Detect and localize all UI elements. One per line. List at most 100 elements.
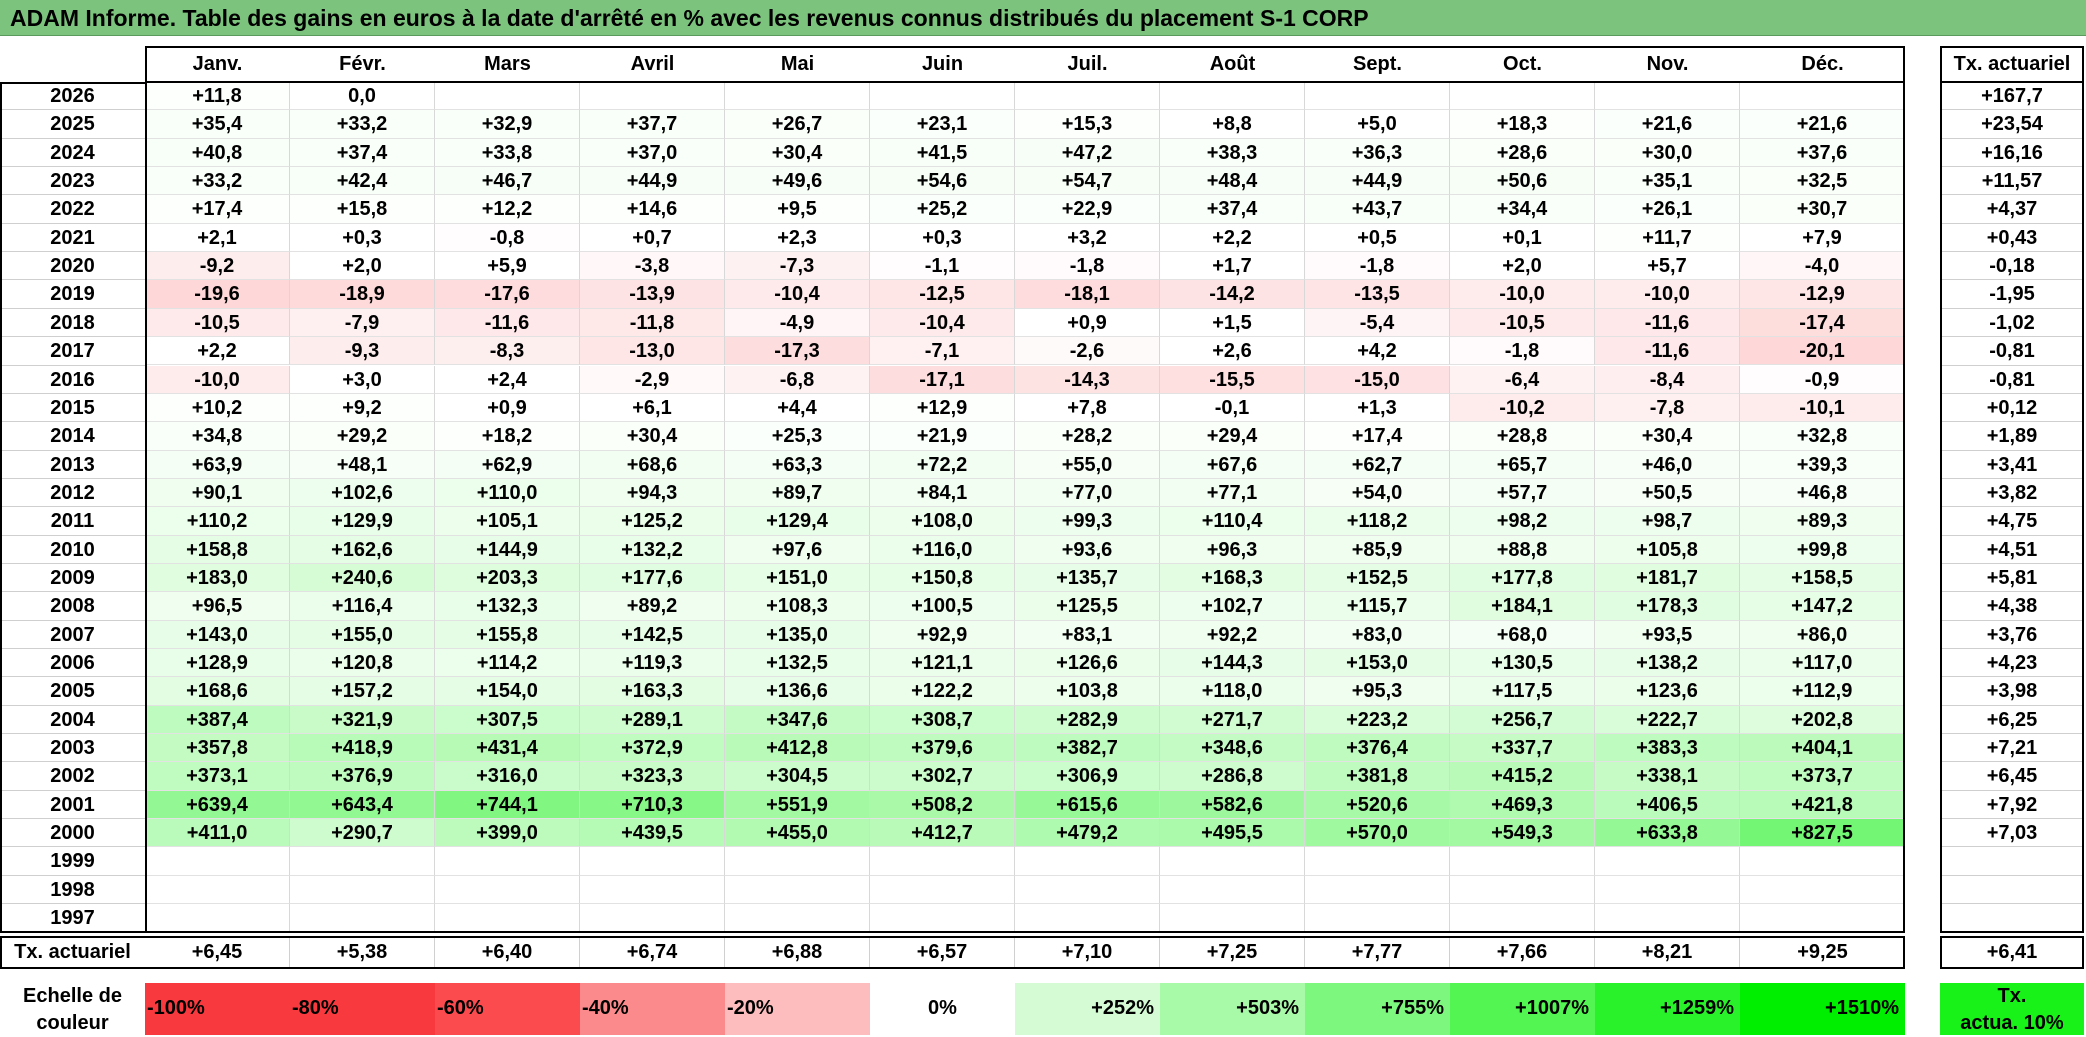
table-cell: +143,0: [145, 620, 290, 649]
table-cell: [1305, 847, 1450, 876]
color-scale-swatch: +252%: [1015, 983, 1160, 1035]
table-cell: +35,1: [1595, 167, 1740, 196]
table-cell: +168,6: [145, 677, 290, 706]
table-cell: +54,7: [1015, 167, 1160, 196]
table-cell: +63,3: [725, 450, 870, 479]
table-cell: +28,6: [1450, 138, 1595, 168]
table-cell: -1,8: [1305, 252, 1450, 281]
table-cell: +12,2: [435, 195, 580, 224]
table-cell: [435, 82, 580, 111]
table-cell: +89,3: [1740, 507, 1905, 536]
rate-cell: +5,81: [1986, 566, 2038, 589]
table-cell: +77,1: [1160, 478, 1305, 508]
row-divider: [0, 534, 145, 536]
table-cell: +0,3: [290, 223, 435, 253]
table-cell: +144,3: [1160, 649, 1305, 678]
table-cell: +17,4: [145, 195, 290, 224]
table-cell: +46,8: [1740, 478, 1905, 508]
table-cell: [145, 904, 290, 933]
table-cell: +116,4: [290, 592, 435, 621]
table-cell: +1,5: [1160, 308, 1305, 338]
table-cell: +132,3: [435, 592, 580, 621]
table-cell: +337,7: [1450, 734, 1595, 763]
table-cell: +41,5: [870, 138, 1015, 168]
table-cell: +116,0: [870, 535, 1015, 564]
table-cell: +120,8: [290, 649, 435, 678]
month-header: Juin: [921, 53, 964, 75]
row-divider: [1940, 307, 2084, 309]
table-cell: -10,1: [1740, 393, 1905, 423]
table-cell: +30,0: [1595, 138, 1740, 168]
table-cell: +123,6: [1595, 677, 1740, 706]
year-label: 2016: [50, 368, 95, 391]
table-cell: +256,7: [1450, 705, 1595, 735]
table-cell: +177,6: [580, 563, 725, 593]
year-label: 2003: [50, 737, 95, 760]
table-cell: +28,8: [1450, 422, 1595, 451]
row-divider: [0, 166, 145, 168]
table-cell: [725, 904, 870, 933]
row-divider: [1940, 789, 2084, 791]
table-cell: -13,5: [1305, 280, 1450, 309]
table-cell: [1740, 875, 1905, 905]
table-cell: +43,7: [1305, 195, 1450, 224]
table-cell: +18,2: [435, 422, 580, 451]
rate-cell: +4,38: [1986, 595, 2038, 618]
table-cell: +8,8: [1160, 110, 1305, 139]
table-cell: +18,3: [1450, 110, 1595, 139]
footer-rate: +6,41: [1986, 941, 2038, 963]
row-divider: [1940, 704, 2084, 706]
row-divider: [1940, 251, 2084, 253]
table-cell: +373,1: [145, 762, 290, 791]
row-divider: [0, 619, 145, 621]
table-cell: -8,3: [435, 337, 580, 366]
row-divider: [1940, 733, 2084, 735]
row-divider: [0, 392, 145, 394]
table-cell: +84,1: [870, 478, 1015, 508]
table-cell: +2,2: [145, 337, 290, 366]
row-divider: [0, 477, 145, 479]
table-cell: +110,2: [145, 507, 290, 536]
table-cell: +4,2: [1305, 337, 1450, 366]
table-cell: [1015, 82, 1160, 111]
table-cell: -4,0: [1740, 252, 1905, 281]
table-cell: +40,8: [145, 138, 290, 168]
row-divider: [0, 874, 145, 876]
table-cell: +93,5: [1595, 620, 1740, 649]
table-cell: +383,3: [1595, 734, 1740, 763]
color-scale-label-line2: couleur: [36, 1012, 109, 1034]
table-cell: -1,1: [870, 252, 1015, 281]
row-divider: [0, 931, 145, 933]
table-cell: +3,0: [290, 365, 435, 394]
year-label: 2007: [50, 623, 95, 646]
table-cell: +105,8: [1595, 535, 1740, 564]
table-cell: +163,3: [580, 677, 725, 706]
table-cell: -12,5: [870, 280, 1015, 309]
row-divider: [1940, 761, 2084, 763]
table-cell: +415,2: [1450, 762, 1595, 791]
color-scale-swatch: -80%: [290, 983, 435, 1035]
table-cell: +0,7: [580, 223, 725, 253]
year-label: 2020: [50, 255, 95, 278]
color-scale-swatch: +503%: [1160, 983, 1305, 1035]
month-header: Août: [1209, 53, 1256, 75]
table-cell: +121,1: [870, 649, 1015, 678]
table-cell: +183,0: [145, 563, 290, 593]
table-cell: +348,6: [1160, 734, 1305, 763]
table-cell: +85,9: [1305, 535, 1450, 564]
table-cell: +96,3: [1160, 535, 1305, 564]
table-cell: -17,1: [870, 365, 1015, 394]
color-scale-swatch: 0%: [870, 983, 1015, 1035]
table-cell: +118,2: [1305, 507, 1450, 536]
table-cell: +23,1: [870, 110, 1015, 139]
table-cell: +119,3: [580, 649, 725, 678]
month-header: Janv.: [192, 53, 243, 75]
table-cell: +98,2: [1450, 507, 1595, 536]
table-cell: [435, 847, 580, 876]
table-cell: [580, 847, 725, 876]
table-cell: [580, 904, 725, 933]
color-scale-swatch: -100%: [145, 983, 290, 1035]
table-cell: +32,5: [1740, 167, 1905, 196]
table-cell: +130,5: [1450, 649, 1595, 678]
table-cell: +4,4: [725, 393, 870, 423]
